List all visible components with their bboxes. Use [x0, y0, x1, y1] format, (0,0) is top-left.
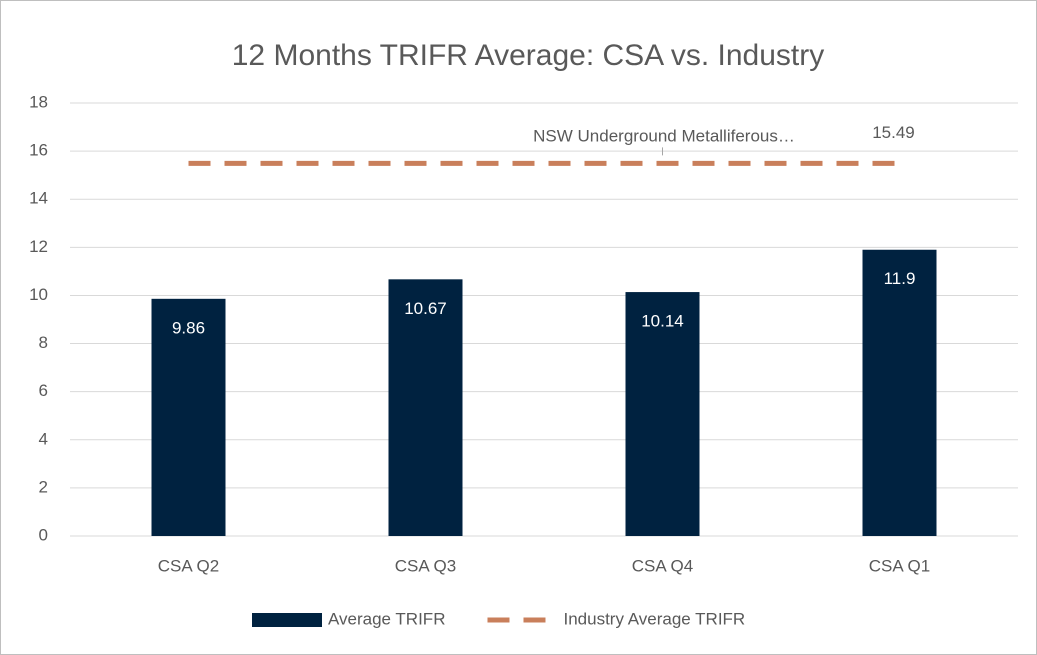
y-tick-label: 8 [39, 333, 48, 352]
bar-value-label: 11.9 [884, 269, 916, 288]
annotation: NSW Underground Metalliferous… [533, 126, 795, 145]
y-tick-label: 4 [39, 429, 48, 448]
y-tick-label: 6 [39, 381, 48, 400]
x-tick-label: CSA Q1 [869, 556, 930, 575]
y-tick-label: 0 [39, 525, 48, 544]
y-tick-label: 14 [29, 189, 48, 208]
legend-label: Average TRIFR [328, 609, 445, 628]
x-tick-label: CSA Q4 [632, 556, 693, 575]
bar [151, 298, 226, 536]
bar-value-label: 10.67 [404, 299, 447, 318]
y-tick-label: 10 [29, 285, 48, 304]
chart-title: 12 Months TRIFR Average: CSA vs. Industr… [232, 39, 825, 72]
bar [625, 292, 700, 536]
bar [862, 249, 937, 536]
line-value-label: 15.49 [872, 123, 915, 142]
y-tick-label: 18 [29, 92, 48, 111]
legend-swatch [252, 613, 322, 627]
bar-value-label: 9.86 [172, 318, 205, 337]
x-tick-label: CSA Q3 [395, 556, 456, 575]
y-tick-label: 2 [39, 477, 48, 496]
y-tick-label: 12 [29, 237, 48, 256]
bar-value-label: 10.14 [641, 312, 684, 331]
legend-label: Industry Average TRIFR [563, 609, 745, 628]
x-tick-label: CSA Q2 [158, 556, 219, 575]
bar [388, 279, 463, 536]
y-tick-label: 16 [29, 141, 48, 160]
